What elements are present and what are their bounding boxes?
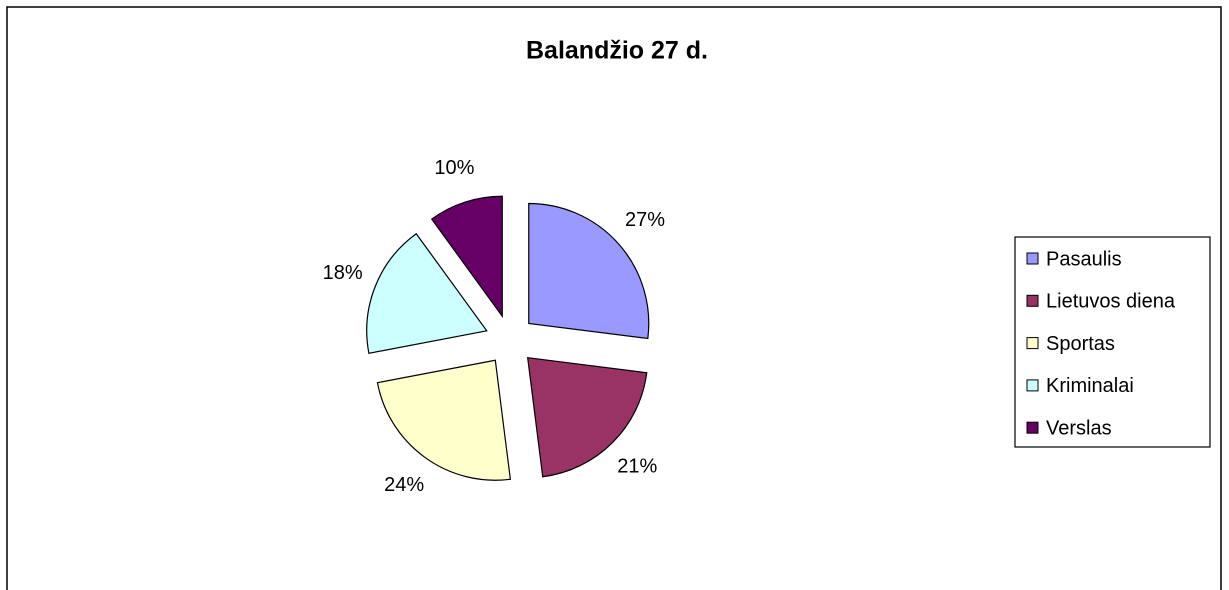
legend-swatch [1026, 337, 1039, 350]
data-label: 21% [617, 456, 657, 478]
chart-border [6, 6, 1222, 590]
pie-slice [366, 232, 488, 354]
pie-slice [376, 359, 512, 481]
data-label: 10% [434, 157, 474, 179]
chart-title: Balandžio 27 d. [526, 37, 708, 65]
legend-swatch [1026, 379, 1039, 392]
data-label: 18% [323, 262, 363, 284]
legend-label: Pasaulis [1046, 248, 1122, 270]
legend-box [1014, 236, 1211, 448]
legend-swatch [1026, 252, 1039, 265]
legend-label: Verslas [1046, 417, 1112, 439]
pie-slice [528, 202, 650, 340]
legend-label: Kriminalai [1046, 375, 1134, 397]
data-label: 24% [384, 474, 424, 496]
pie-slice [526, 356, 648, 478]
legend-swatch [1026, 421, 1039, 434]
legend-label: Sportas [1046, 333, 1115, 355]
legend-swatch [1026, 294, 1039, 307]
data-label: 27% [625, 209, 665, 231]
pie-slice [430, 195, 503, 319]
legend-label: Lietuvos diena [1046, 291, 1176, 313]
